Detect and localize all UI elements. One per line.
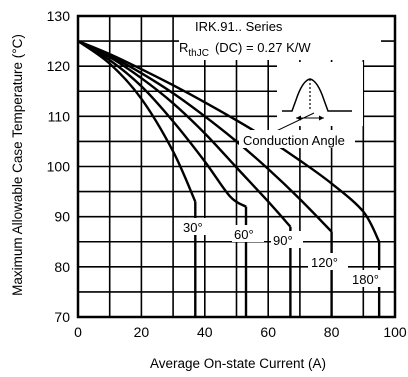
angle-label-90: 90° [271,231,303,248]
y-axis-title: Maximum Allowable Case Temperature (°C) [10,34,25,296]
x-tick-label: 0 [74,324,82,340]
y-tick-label: 100 [47,159,71,175]
y-tick-label: 110 [48,108,71,124]
rth-sub: thJC [188,48,209,59]
angle-label-180-text: 180° [352,272,379,287]
y-tick-label: 130 [47,8,71,24]
y-tick-label: 70 [54,309,70,325]
series-line-0 [78,41,195,202]
x-axis-title: Average On-state Current (A) [150,356,326,371]
rth-main: R [179,40,188,55]
x-tick-label: 80 [324,324,340,340]
x-tick-label: 60 [260,324,276,340]
angle-label-30: 30° [180,218,212,235]
angle-label-60-text: 60° [234,227,254,242]
angle-label-90-text: 90° [273,233,293,248]
rth-rest: (DC) = 0.27 K/W [215,40,311,55]
angle-label-120: 120° [308,253,348,270]
series-title: IRK.91.. Series [195,19,283,34]
y-tick-label: 120 [47,58,71,74]
x-tick-label: 100 [383,324,407,340]
y-tick-label: 90 [54,209,70,225]
angle-label-180: 180° [349,270,391,287]
conduction-waveform-icon [277,62,363,126]
angle-label-60: 60° [232,225,264,242]
x-tick-label: 40 [197,324,213,340]
angle-label-120-text: 120° [311,255,338,270]
y-tick-label: 80 [54,259,70,275]
conduction-angle-label: Conduction Angle [243,133,345,148]
angle-label-30-text: 30° [183,220,203,235]
x-tick-label: 20 [134,324,150,340]
